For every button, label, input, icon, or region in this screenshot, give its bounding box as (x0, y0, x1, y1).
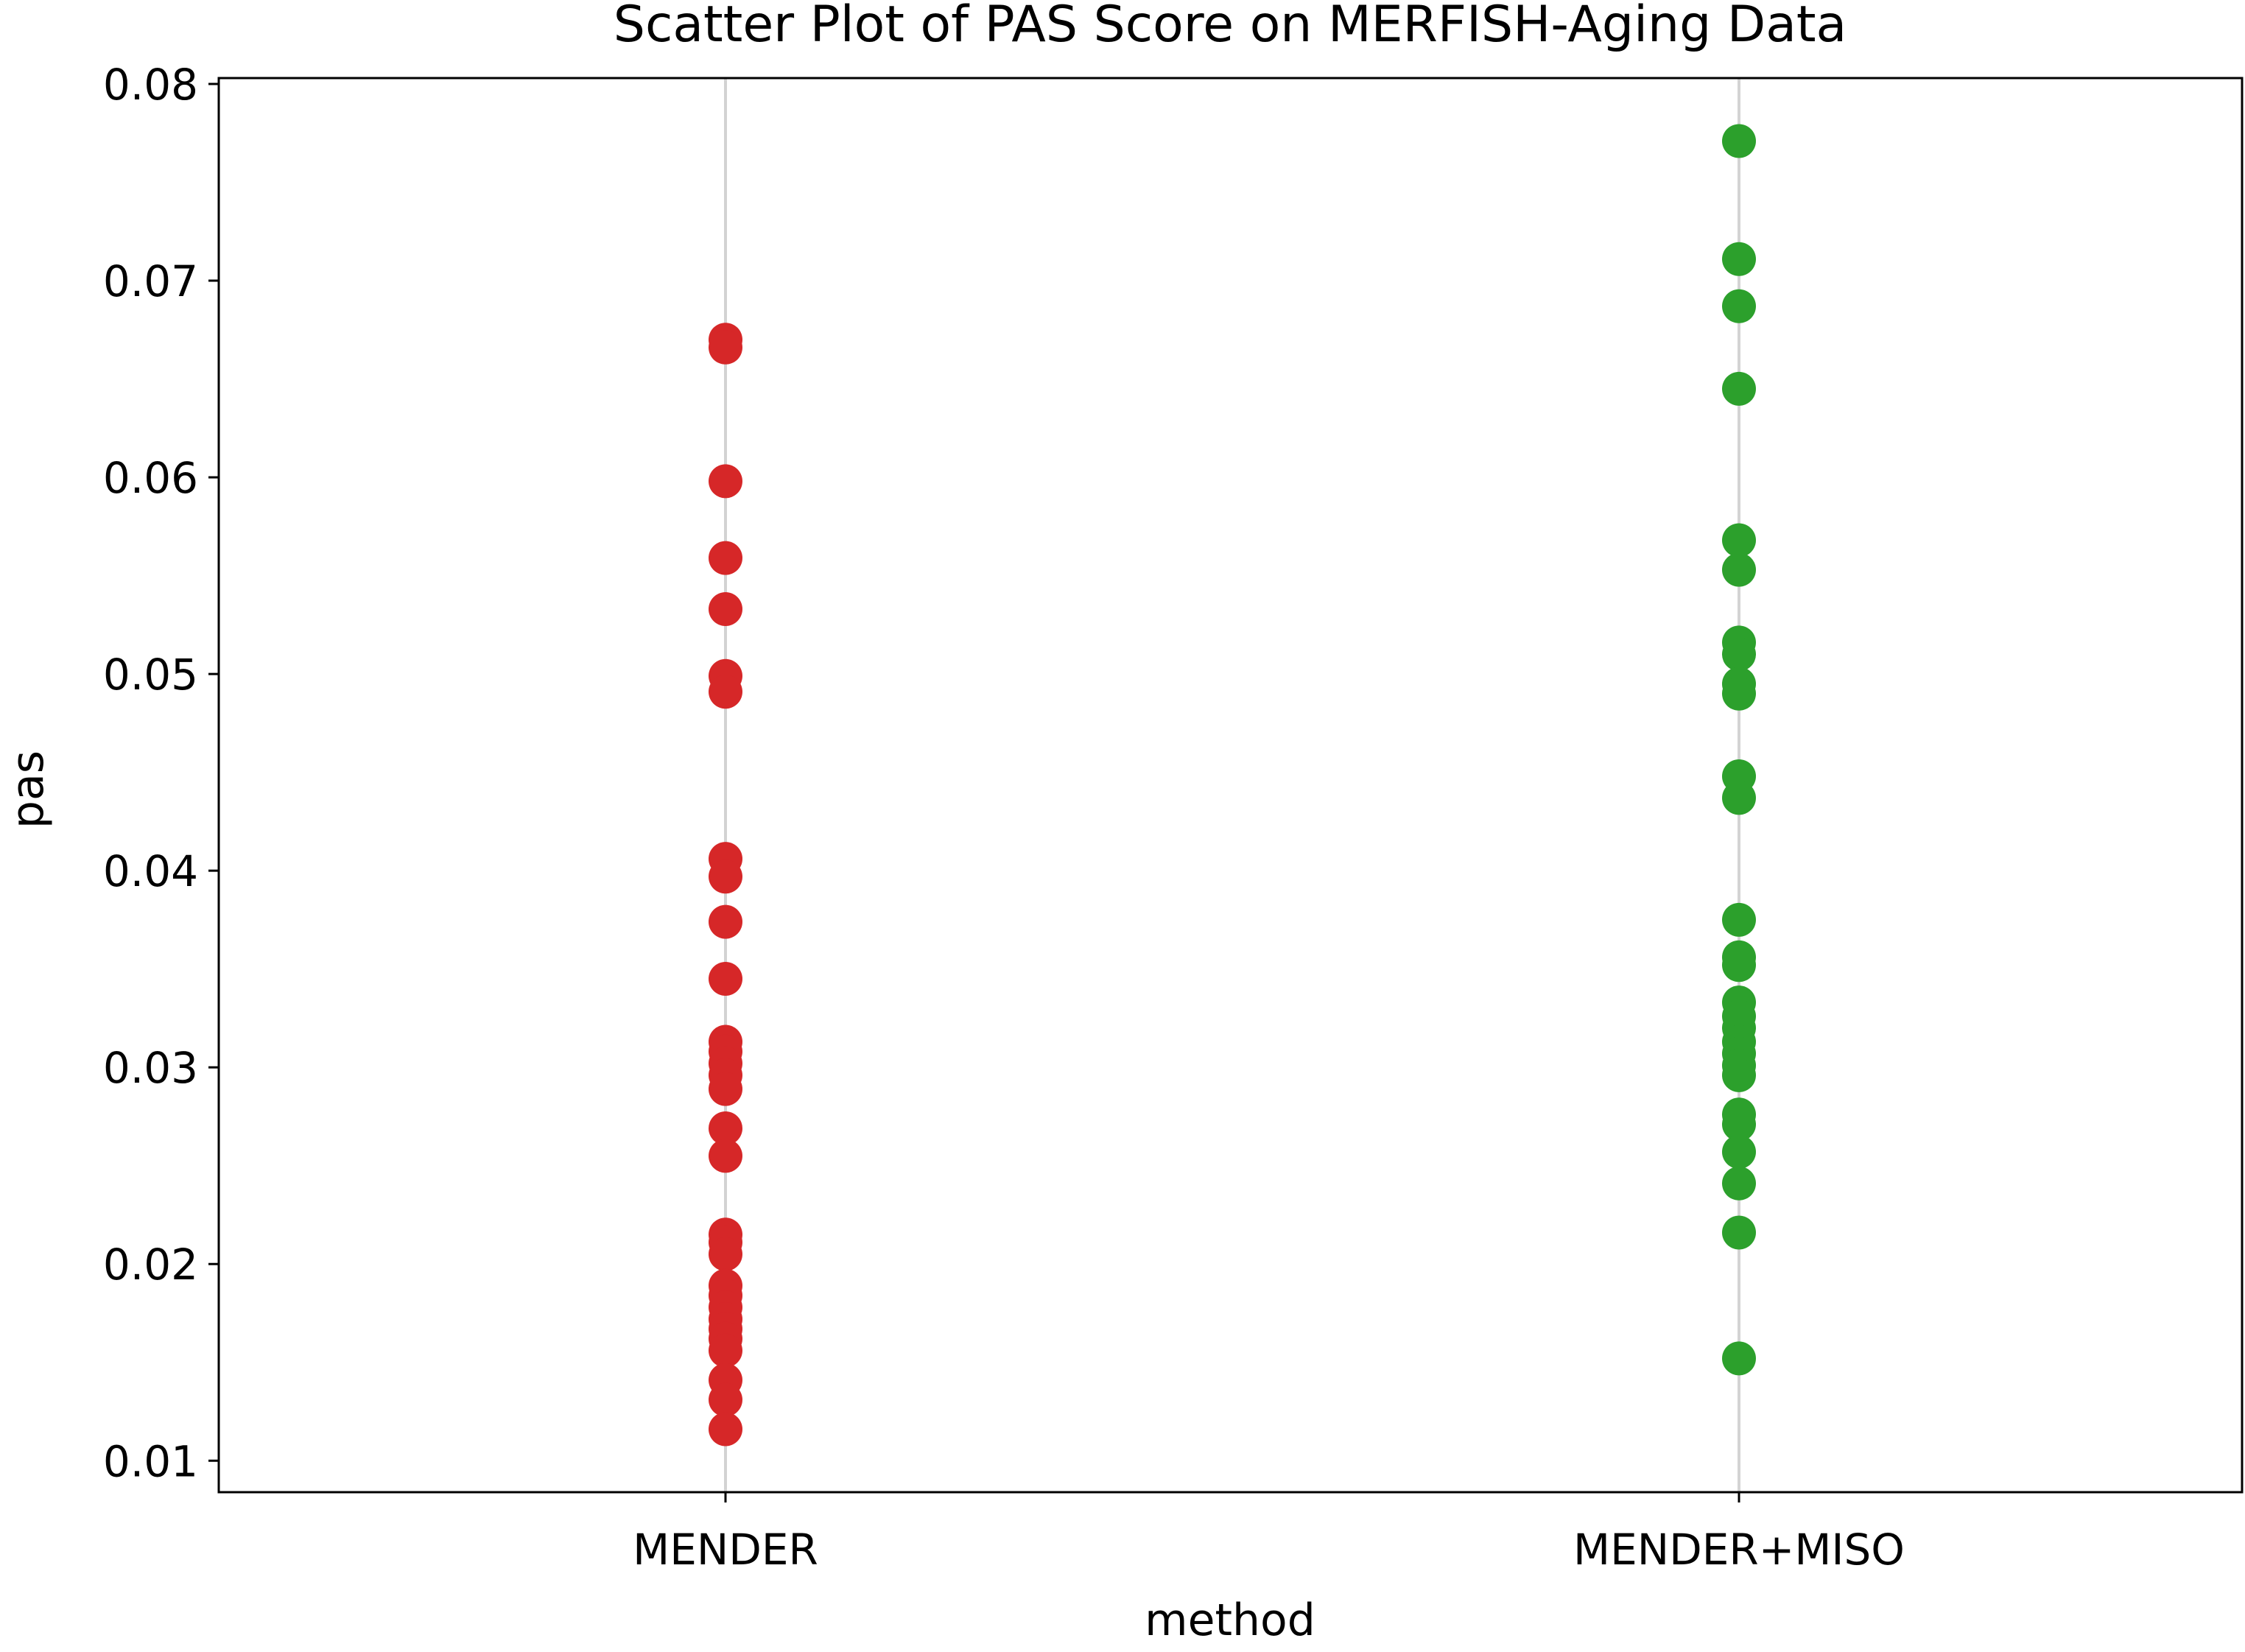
chart-title: Scatter Plot of PAS Score on MERFISH-Agi… (614, 0, 1847, 54)
x-axis: MENDER MENDER+MISO (633, 1492, 1905, 1575)
data-point (1722, 1107, 1756, 1142)
data-point (1722, 371, 1756, 406)
data-point (1722, 289, 1756, 323)
data-point (709, 675, 742, 709)
data-point (709, 1412, 742, 1447)
x-tick-label: MENDER+MISO (1573, 1525, 1905, 1575)
data-point (1722, 637, 1756, 672)
data-point (709, 1072, 742, 1106)
y-axis: 0.01 0.02 0.03 0.04 0.05 0.06 0.07 0.08 (103, 60, 219, 1486)
data-point (1722, 1166, 1756, 1201)
y-tick-label: 0.04 (103, 846, 198, 896)
data-point (709, 592, 742, 626)
plot-frame (217, 77, 2244, 1494)
data-point (709, 1333, 742, 1368)
y-axis-label: pas (2, 751, 54, 829)
data-point (709, 1237, 742, 1271)
data-point (1722, 781, 1756, 815)
y-tick-label: 0.02 (103, 1240, 198, 1290)
y-tick-label: 0.01 (103, 1436, 198, 1486)
data-point (1722, 1215, 1756, 1250)
data-point (709, 330, 742, 365)
x-tick-label: MENDER (633, 1525, 818, 1575)
x-axis-label: method (1145, 1595, 1315, 1646)
data-point (709, 464, 742, 499)
y-tick-label: 0.03 (103, 1043, 198, 1093)
y-tick-label: 0.06 (103, 453, 198, 503)
y-tick-label: 0.08 (103, 60, 198, 110)
data-point (1722, 1135, 1756, 1169)
data-point (709, 1139, 742, 1173)
y-tick-label: 0.05 (103, 650, 198, 700)
data-point (709, 541, 742, 575)
data-point (709, 1111, 742, 1145)
data-point (1722, 1058, 1756, 1092)
data-point (1722, 242, 1756, 276)
data-point (709, 860, 742, 894)
data-point (1722, 948, 1756, 983)
data-point (1722, 552, 1756, 587)
data-point (709, 1382, 742, 1417)
y-tick-label: 0.07 (103, 256, 198, 306)
data-point (709, 962, 742, 996)
data-point (1722, 523, 1756, 558)
data-point (1722, 902, 1756, 937)
data-points (709, 124, 1756, 1447)
data-point (709, 904, 742, 939)
data-point (1722, 676, 1756, 711)
data-point (1722, 1341, 1756, 1376)
data-point (1722, 124, 1756, 158)
